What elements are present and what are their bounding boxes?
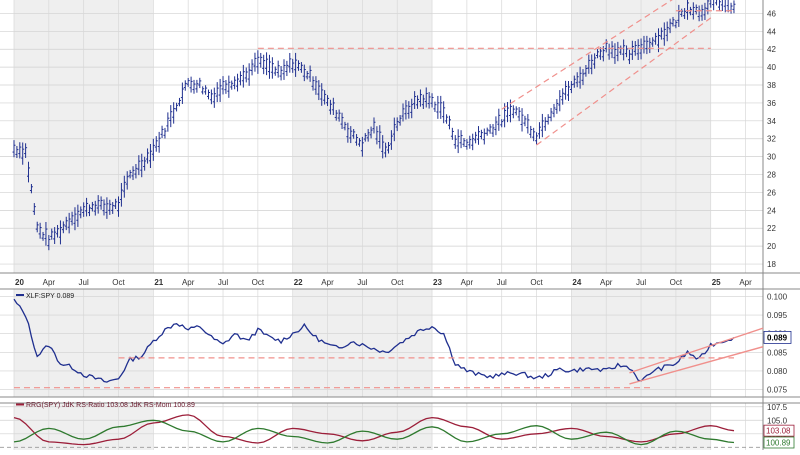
price-y-tick-label: 32 xyxy=(767,135,776,144)
x-tick-label: Apr xyxy=(600,278,613,287)
ratio-y-tick-label: 0.085 xyxy=(767,348,788,357)
price-y-tick-label: 36 xyxy=(767,99,776,108)
rs-ratio-line xyxy=(13,414,735,446)
x-tick-label: Oct xyxy=(112,278,125,287)
rrg-last-value-box xyxy=(763,436,795,449)
x-tick-label: Apr xyxy=(182,278,195,287)
x-tick-label: Jul xyxy=(357,278,367,287)
x-tick-label: 23 xyxy=(433,278,442,287)
x-tick-label: Apr xyxy=(43,278,56,287)
ratio-last-value-label: 0.089 xyxy=(767,333,788,342)
rrg-last-value-label: 100.89 xyxy=(766,438,791,447)
ratio-last-value-box xyxy=(763,331,792,344)
x-tick-label: Oct xyxy=(252,278,265,287)
x-tick-label: Oct xyxy=(530,278,543,287)
ratio-y-tick-label: 0.075 xyxy=(767,386,788,395)
rs-mom-line xyxy=(13,419,735,446)
price-y-tick-label: 30 xyxy=(767,153,776,162)
ratio-y-tick-label: 0.095 xyxy=(767,311,788,320)
x-tick-label: Apr xyxy=(321,278,334,287)
x-tick-label: Apr xyxy=(461,278,474,287)
channel-lower-line xyxy=(536,17,712,146)
rrg-last-value-box xyxy=(763,424,795,437)
price-y-tick-label: 38 xyxy=(767,81,776,90)
price-y-tick-label: 26 xyxy=(767,188,776,197)
x-tick-label: 25 xyxy=(712,278,721,287)
ratio-legend-label: XLF:SPY 0.089 xyxy=(26,293,74,300)
x-tick-label: Jul xyxy=(79,278,89,287)
x-tick-label: Oct xyxy=(670,278,683,287)
price-y-tick-label: 28 xyxy=(767,171,776,180)
channel-upper-line xyxy=(501,0,673,110)
rrg-last-value-label: 103.08 xyxy=(766,427,791,436)
ratio-y-tick-label: 0.080 xyxy=(767,367,788,376)
price-y-tick-label: 20 xyxy=(767,242,776,251)
price-y-tick-label: 44 xyxy=(767,27,776,36)
price-y-tick-label: 42 xyxy=(767,45,776,54)
price-y-tick-label: 22 xyxy=(767,224,776,233)
x-tick-label: 24 xyxy=(572,278,581,287)
rrg-legend-label: RRG(SPY) JdK RS-Ratio 103.08 JdK RS-Mom … xyxy=(26,402,195,409)
x-tick-label: 20 xyxy=(15,278,24,287)
x-tick-label: Jul xyxy=(636,278,646,287)
x-tick-label: Oct xyxy=(391,278,404,287)
price-bars-group xyxy=(12,0,736,251)
price-y-tick-label: 18 xyxy=(767,260,776,269)
x-tick-label: 22 xyxy=(294,278,303,287)
rrg-y-tick-label: 107.5 xyxy=(767,403,788,412)
x-tick-label: Jul xyxy=(218,278,228,287)
x-tick-label: Jul xyxy=(497,278,507,287)
price-y-tick-label: 40 xyxy=(767,63,776,72)
ratio-y-tick-label: 0.100 xyxy=(767,292,788,301)
x-tick-label: 21 xyxy=(154,278,163,287)
price-y-tick-label: 34 xyxy=(767,117,776,126)
rrg-y-tick-label: 105.0 xyxy=(767,416,788,425)
x-tick-label: Apr xyxy=(739,278,752,287)
ratio-channel-lower xyxy=(629,346,764,385)
ratio-channel-upper xyxy=(629,327,764,374)
price-y-tick-label: 46 xyxy=(767,9,776,18)
ratio-line xyxy=(13,298,735,383)
price-y-tick-label: 24 xyxy=(767,206,776,215)
